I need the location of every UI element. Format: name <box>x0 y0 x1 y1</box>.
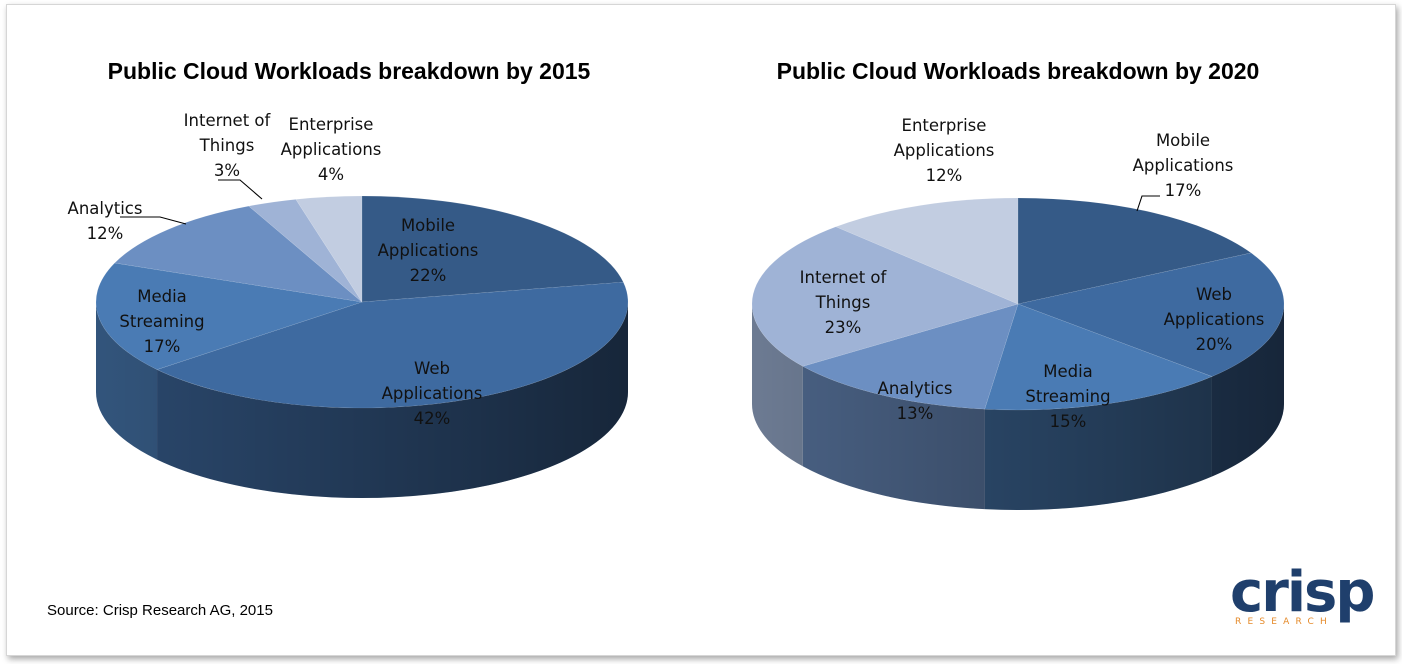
data-label-line: 22% <box>410 266 447 285</box>
source-note: Source: Crisp Research AG, 2015 <box>47 602 273 619</box>
data-label-line: Enterprise <box>289 115 374 134</box>
data-label-line: Applications <box>382 384 483 403</box>
data-label-line: Things <box>815 293 871 312</box>
data-label-line: Applications <box>894 141 995 160</box>
side-shading <box>752 304 1284 510</box>
pie-top-slices <box>751 197 1285 411</box>
data-label-line: Mobile <box>401 216 455 235</box>
data-label-line: 42% <box>414 409 451 428</box>
slice-internet-of-things <box>751 226 1019 367</box>
pie-side-walls <box>752 304 1284 510</box>
slice-analytics <box>802 303 1019 410</box>
data-label-line: Things <box>199 136 255 155</box>
data-label-web-applications: Web Applications 20% <box>1164 285 1265 354</box>
data-label-mobile-applications: Mobile Applications 17% <box>1133 131 1234 200</box>
data-label-line: Analytics <box>878 379 953 398</box>
data-label-media-streaming: Media Streaming 15% <box>1025 362 1110 431</box>
data-label-line: Internet of <box>800 268 888 287</box>
data-label-line: 17% <box>144 337 181 356</box>
slice-enterprise-applications <box>295 195 363 304</box>
leader-line <box>120 216 187 225</box>
data-label-line: 20% <box>1196 335 1233 354</box>
data-label-line: Media <box>1043 362 1093 381</box>
data-label-line: 12% <box>87 224 124 243</box>
chart-title-2020: Public Cloud Workloads breakdown by 2020 <box>777 58 1260 84</box>
slice-web-applications <box>1016 252 1285 377</box>
chart-title-2015: Public Cloud Workloads breakdown by 2015 <box>108 58 591 84</box>
data-label-line: Web <box>414 359 450 378</box>
data-label-line: 12% <box>926 166 963 185</box>
leader-line <box>1136 195 1160 212</box>
data-label-mobile-applications: Mobile Applications 22% <box>378 216 479 285</box>
data-label-internet-of-things: Internet of Things 23% <box>800 268 888 337</box>
slice-media-streaming <box>984 303 1213 411</box>
data-label-line: Analytics <box>68 199 143 218</box>
data-label-internet-of-things: Internet of Things 3% <box>184 111 272 180</box>
slice-mobile-applications <box>361 195 624 303</box>
logo-word: crisp <box>1230 560 1375 625</box>
data-label-line: 3% <box>214 161 240 180</box>
data-label-web-applications: Web Applications 42% <box>382 359 483 428</box>
data-label-line: 4% <box>318 165 344 184</box>
pie-chart-2020: Mobile Applications 17% Web Applications 20% M… <box>751 116 1285 510</box>
slice-internet-of-things <box>248 199 363 303</box>
data-label-line: 17% <box>1165 181 1202 200</box>
side-shading <box>96 302 628 498</box>
data-label-analytics: Analytics 13% <box>878 379 953 423</box>
data-label-line: Internet of <box>184 111 272 130</box>
data-label-line: Applications <box>1164 310 1265 329</box>
data-label-line: 13% <box>897 404 934 423</box>
pie-chart-2015: Mobile Applications 22% Web Applications 42% M… <box>68 111 629 499</box>
data-label-line: Applications <box>1133 156 1234 175</box>
slice-mobile-applications <box>1017 197 1252 305</box>
slice-analytics <box>114 205 364 303</box>
data-label-line: Enterprise <box>902 116 987 135</box>
data-label-line: Media <box>137 287 187 306</box>
pie-side-walls <box>96 302 629 499</box>
slice-enterprise-applications <box>835 197 1019 305</box>
slice-web-applications <box>156 281 629 409</box>
data-label-analytics: Analytics 12% <box>68 199 143 243</box>
data-label-media-streaming: Media Streaming 17% <box>119 287 204 356</box>
leader-line <box>218 179 263 200</box>
slice-media-streaming <box>95 262 363 370</box>
pie-top-slices <box>95 195 629 409</box>
data-label-enterprise-applications: Enterprise Applications 4% <box>281 115 382 184</box>
crisp-research-logo: crisp RESEARCH <box>1230 560 1378 634</box>
data-label-enterprise-applications: Enterprise Applications 12% <box>894 116 995 185</box>
data-label-line: Applications <box>281 140 382 159</box>
logo-subtitle: RESEARCH <box>1235 617 1333 627</box>
data-label-line: 23% <box>825 318 862 337</box>
data-label-line: 15% <box>1050 412 1087 431</box>
data-label-line: Mobile <box>1156 131 1210 150</box>
data-label-line: Streaming <box>1025 387 1110 406</box>
data-label-line: Web <box>1196 285 1232 304</box>
data-label-line: Streaming <box>119 312 204 331</box>
data-label-line: Applications <box>378 241 479 260</box>
